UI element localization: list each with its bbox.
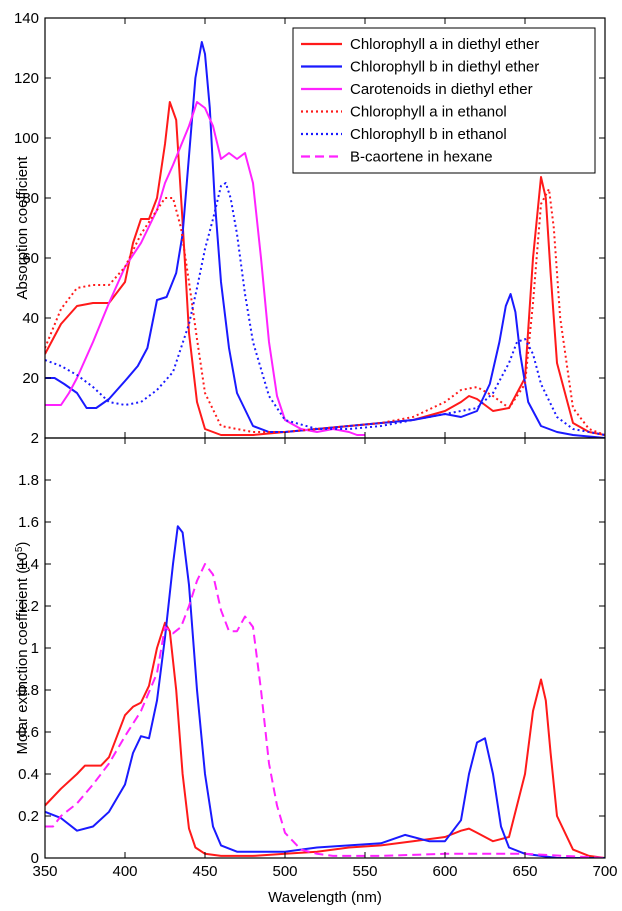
x-tick-label: 500 bbox=[272, 863, 297, 880]
y-tick-label: 1 bbox=[31, 640, 39, 657]
legend-label: Chlorophyll a in ethanol bbox=[350, 104, 507, 121]
x-tick-label: 650 bbox=[512, 863, 537, 880]
y-tick-label: 0.6 bbox=[18, 724, 39, 741]
x-tick-label: 400 bbox=[112, 863, 137, 880]
top-panel: 20 40 60 80 100 120 140 Absorption coefficient… bbox=[14, 10, 606, 439]
y-tick-label: 1.4 bbox=[18, 556, 39, 573]
series-line-0-3 bbox=[45, 188, 605, 436]
bottom-y-axis-label: Molar extinction coefficient (105) bbox=[14, 542, 32, 755]
x-tick-label: 600 bbox=[432, 863, 457, 880]
x-tick-label: 550 bbox=[352, 863, 377, 880]
series-line-1-0 bbox=[45, 621, 605, 858]
bottom-series-group bbox=[45, 525, 605, 858]
y-tick-label: 140 bbox=[14, 10, 39, 27]
y-tick-label: 80 bbox=[22, 190, 39, 207]
x-axis-label: Wavelength (nm) bbox=[268, 889, 382, 906]
legend-items: Chlorophyll a in diethyl ether Chlorophyl… bbox=[301, 36, 539, 166]
top-y-axis-label: Absorption coefficient bbox=[14, 156, 31, 300]
legend: Chlorophyll a in diethyl ether Chlorophyl… bbox=[292, 27, 596, 174]
bottom-ticks: 0 0.2 0.4 0.6 0.8 1 1.2 1.4 1.6 1.8 2 350 400 450 500 5… bbox=[18, 430, 617, 880]
x-tick-label: 700 bbox=[592, 863, 617, 880]
series-line-0-1 bbox=[45, 41, 605, 438]
y-tick-label: 0.8 bbox=[18, 682, 39, 699]
y-tick-label: 0 bbox=[31, 850, 39, 867]
y-tick-label: 2 bbox=[31, 430, 39, 447]
legend-label: Carotenoids in diethyl ether bbox=[350, 81, 533, 98]
bottom-panel: 0 0.2 0.4 0.6 0.8 1 1.2 1.4 1.6 1.8 2 350 400 450 500 5… bbox=[14, 430, 618, 906]
y-tick-label: 1.8 bbox=[18, 472, 39, 489]
y-tick-label: 40 bbox=[22, 310, 39, 327]
y-tick-label: 0.4 bbox=[18, 766, 39, 783]
legend-label: Chlorophyll b in ethanol bbox=[350, 126, 507, 143]
y-tick-label: 1.6 bbox=[18, 514, 39, 531]
series-line-1-1 bbox=[45, 525, 605, 858]
x-tick-label: 450 bbox=[192, 863, 217, 880]
x-tick-label: 350 bbox=[32, 863, 57, 880]
y-tick-label: 0.2 bbox=[18, 808, 39, 825]
y-tick-label: 120 bbox=[14, 70, 39, 87]
y-tick-label: 1.2 bbox=[18, 598, 39, 615]
legend-label: Chlorophyll a in diethyl ether bbox=[350, 36, 539, 53]
bottom-panel-frame bbox=[44, 437, 606, 859]
top-y-ticks: 20 40 60 80 100 120 140 bbox=[14, 10, 606, 438]
series-line-0-4 bbox=[45, 182, 605, 436]
y-tick-label: 20 bbox=[22, 370, 39, 387]
y-tick-label: 60 bbox=[22, 250, 39, 267]
y-tick-label: 100 bbox=[14, 130, 39, 147]
legend-box bbox=[292, 27, 596, 174]
legend-label: B-caortene in hexane bbox=[350, 149, 493, 166]
legend-label: Chlorophyll b in diethyl ether bbox=[350, 59, 539, 76]
